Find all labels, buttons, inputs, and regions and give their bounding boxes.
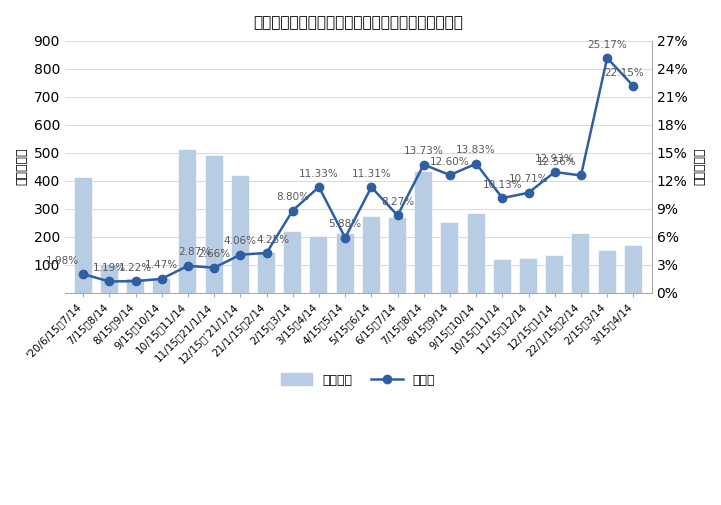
Bar xyxy=(74,178,92,292)
Bar xyxy=(180,150,196,292)
陽性例 xyxy=(472,161,480,167)
Text: 5.88%: 5.88% xyxy=(329,219,362,229)
Bar xyxy=(389,219,406,292)
Text: 1.22%: 1.22% xyxy=(119,263,152,273)
Bar xyxy=(441,223,459,292)
陽性例 xyxy=(288,208,297,214)
Bar xyxy=(572,234,590,292)
陽性例 xyxy=(446,172,454,178)
Bar xyxy=(154,279,170,292)
Bar xyxy=(494,261,511,292)
Bar xyxy=(101,265,118,292)
陽性例 xyxy=(131,278,140,284)
陽性例 xyxy=(498,195,507,201)
陽性例 xyxy=(550,169,559,175)
Bar xyxy=(258,254,275,292)
陽性例 xyxy=(629,83,637,89)
Bar xyxy=(284,232,301,292)
陽性例 xyxy=(262,250,271,256)
Text: 4.06%: 4.06% xyxy=(224,236,257,246)
Bar xyxy=(205,156,223,292)
Y-axis label: （検査数）: （検査数） xyxy=(15,148,28,185)
陽性例 xyxy=(341,235,350,241)
Text: 1.47%: 1.47% xyxy=(145,261,178,271)
Text: 25.17%: 25.17% xyxy=(588,39,627,49)
Text: 4.25%: 4.25% xyxy=(257,235,290,244)
Bar xyxy=(415,172,433,292)
Text: 8.80%: 8.80% xyxy=(276,192,309,202)
Text: 12.60%: 12.60% xyxy=(430,157,470,167)
陽性例 xyxy=(367,184,376,190)
Bar xyxy=(547,256,563,292)
Bar xyxy=(598,250,616,292)
Bar xyxy=(311,237,327,292)
Line: 陽性例: 陽性例 xyxy=(79,54,637,286)
Text: 1.19%: 1.19% xyxy=(93,263,126,273)
陽性例 xyxy=(184,263,193,269)
Bar xyxy=(520,259,537,292)
Bar xyxy=(468,214,485,292)
Bar xyxy=(127,279,144,292)
Text: 11.31%: 11.31% xyxy=(351,169,392,179)
Y-axis label: （陽性率）: （陽性率） xyxy=(693,148,706,185)
Text: 2.66%: 2.66% xyxy=(198,249,231,260)
陽性例 xyxy=(393,213,402,219)
Text: 10.13%: 10.13% xyxy=(482,180,522,190)
Text: 13.73%: 13.73% xyxy=(404,146,443,156)
Text: 8.27%: 8.27% xyxy=(381,197,414,207)
陽性例 xyxy=(603,55,611,61)
Text: 10.71%: 10.71% xyxy=(509,174,549,184)
陽性例 xyxy=(210,265,218,271)
陽性例 xyxy=(524,190,533,196)
Bar xyxy=(625,246,642,292)
陽性例 xyxy=(236,251,244,258)
陽性例 xyxy=(157,276,166,282)
陽性例 xyxy=(105,278,114,284)
Text: 22.15%: 22.15% xyxy=(605,68,645,78)
Text: 12.93%: 12.93% xyxy=(535,154,575,164)
陽性例 xyxy=(420,162,428,168)
Text: 13.83%: 13.83% xyxy=(456,145,496,156)
Title: 東京ミッドタウンクリニックでの抗体検査の陽性率: 東京ミッドタウンクリニックでの抗体検査の陽性率 xyxy=(253,15,463,30)
Bar xyxy=(363,217,380,292)
Bar xyxy=(232,176,249,292)
陽性例 xyxy=(577,172,585,178)
Text: 12.56%: 12.56% xyxy=(537,157,577,167)
Text: 2.87%: 2.87% xyxy=(178,247,211,258)
陽性例 xyxy=(79,271,87,277)
Bar xyxy=(337,234,354,292)
Text: 11.33%: 11.33% xyxy=(299,169,339,179)
Legend: 検査件数, 陽性例: 検査件数, 陽性例 xyxy=(276,368,440,392)
陽性例 xyxy=(314,184,323,190)
Text: 1.98%: 1.98% xyxy=(46,256,79,266)
